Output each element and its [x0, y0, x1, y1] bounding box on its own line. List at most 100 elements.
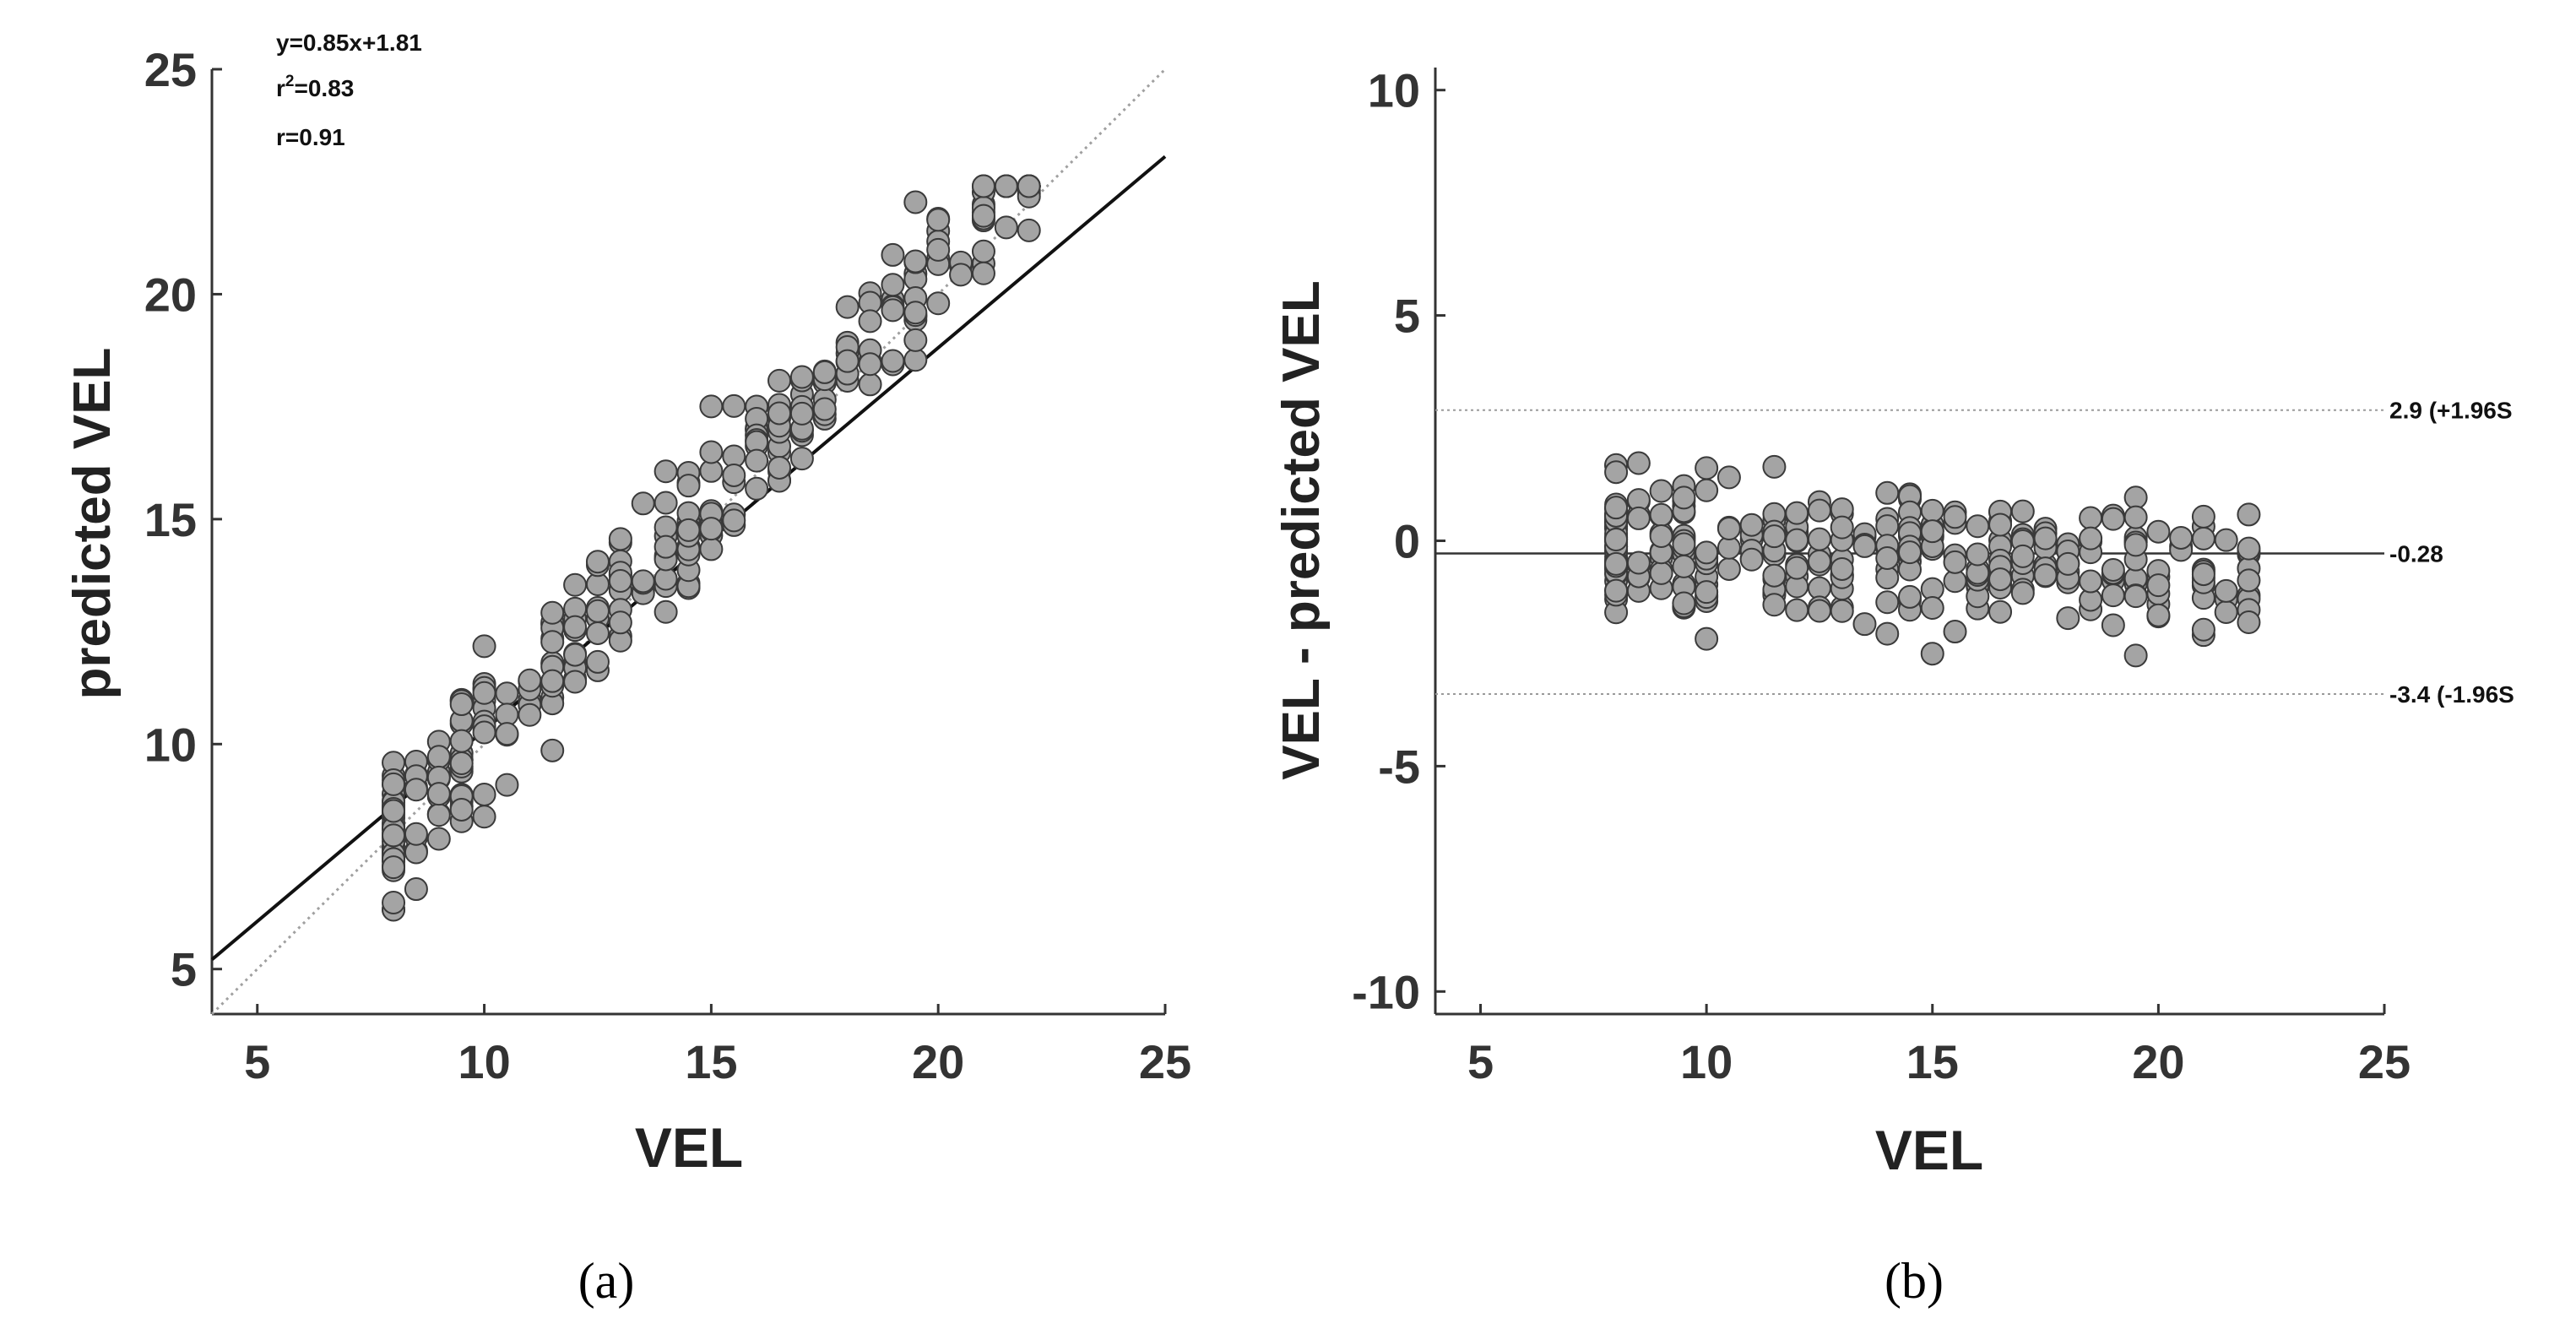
panel-b-y-tick-label: 0 [1394, 515, 1420, 568]
panel-a-point [789, 401, 814, 426]
panel-a-point [722, 463, 746, 487]
panel-a-point [382, 891, 406, 915]
panel-b-point [2010, 581, 2035, 605]
panel-b-point [1898, 540, 1922, 565]
panel-a-point [971, 174, 995, 198]
panel-b-x-tick-label: 25 [2358, 1035, 2411, 1088]
panel-a-point [881, 242, 905, 267]
panel-b-y-tick-label: -10 [1352, 965, 1420, 1018]
panel-b-point [2169, 525, 2194, 550]
panel-a-point [926, 208, 951, 232]
panel-b-point [1943, 620, 1967, 644]
panel-b-point [1695, 540, 1719, 565]
panel-a-point [382, 855, 406, 880]
panel-a-point [472, 782, 496, 806]
panel-b-point [1830, 556, 1854, 581]
panel-b-point [1649, 479, 1673, 503]
panel-b-point [2033, 526, 2058, 551]
panel-a-point [404, 877, 428, 902]
panel-a-point [563, 670, 588, 694]
panel-b-point [2214, 599, 2238, 624]
panel-b-point [1785, 528, 1809, 552]
panel-a-point [585, 550, 610, 574]
panel-a-y-tick-label: 5 [171, 943, 197, 996]
panel-a-point [789, 447, 814, 471]
panel-b-point [1762, 593, 1787, 617]
panel-b-point [1875, 621, 1900, 646]
panel-b-ticks: 5 10 15 20 25 10 5 0 -5 -10 [1352, 64, 2411, 1088]
panel-a-point [745, 476, 769, 501]
panel-b-point [1695, 478, 1719, 502]
panel-b-point [1920, 642, 1944, 666]
panel-b-point [2191, 617, 2215, 642]
panel-b-point [1626, 451, 1651, 475]
panel-a-points [382, 174, 1041, 922]
panel-a-y-tick-label: 25 [144, 43, 197, 96]
panel-b-y-tick-label: 10 [1368, 64, 1420, 117]
panel-a-point [631, 491, 655, 516]
panel-a-point [449, 797, 474, 822]
panel-b-point [2237, 610, 2261, 634]
panel-b-point [1762, 454, 1787, 479]
panel-b-point [2010, 499, 2035, 523]
panel-b-point [1785, 501, 1809, 525]
panel-b-point [2237, 536, 2261, 561]
panel-a-point [835, 295, 860, 319]
panel-a-point [881, 273, 905, 297]
r-squared: r2=0.83 [276, 73, 354, 101]
panel-a-caption: (a) [578, 1253, 635, 1309]
panel-a-point [767, 455, 792, 480]
panel-b-point [1920, 596, 1944, 621]
panel-a-point [495, 722, 519, 746]
panel-b-point [1830, 515, 1854, 540]
panel-b-point [2123, 584, 2148, 609]
panel-a-point [1017, 218, 1041, 242]
panel-a-point [653, 534, 678, 559]
panel-a-point [971, 239, 995, 263]
panel-b-point [2123, 643, 2148, 668]
panel-a-point [382, 823, 406, 848]
panel-b-point [1762, 524, 1787, 549]
panel-a-annotations: y=0.85x+1.81 r2=0.83 r=0.91 [276, 30, 422, 150]
panel-b-point [2056, 606, 2080, 631]
panel-a-point [812, 360, 837, 384]
lower-limit-label: -3.4 (-1.96S [2389, 681, 2514, 708]
panel-b-point [2191, 526, 2215, 551]
panel-a-point [426, 827, 451, 851]
panel-b-point [1649, 561, 1673, 585]
panel-b-point [1807, 599, 1831, 623]
panel-a-point [382, 772, 406, 796]
panel-a-y-tick-label: 10 [144, 718, 197, 771]
panel-b-point [1672, 591, 1696, 616]
panel-a-point [540, 738, 565, 762]
panel-b-point [1672, 532, 1696, 556]
panel-a-point [404, 778, 428, 802]
panel-a-bland-regression: 5 10 15 20 25 5 10 15 20 25 y=0.85x+1.81 r2=0.83 … [63, 30, 1191, 1309]
panel-a-point [881, 298, 905, 323]
panel-b-bland-altman: 5 10 15 20 25 10 5 0 -5 -10 2.9 (+1.96S -0.28 -3.… [1272, 64, 2514, 1309]
panel-a-point [653, 459, 678, 484]
panel-a-point [518, 668, 542, 692]
panel-b-point [1626, 551, 1651, 575]
panel-a-point [949, 263, 973, 287]
panel-a-point [608, 569, 632, 594]
panel-a-point [881, 349, 905, 373]
panel-a-y-tick-label: 15 [144, 493, 197, 546]
panel-a-point [472, 720, 496, 745]
panel-b-x-tick-label: 15 [1906, 1035, 1959, 1088]
correlation-r: r=0.91 [276, 124, 345, 150]
panel-b-point [2101, 583, 2125, 608]
panel-b-point [1695, 456, 1719, 480]
panel-a-point [472, 805, 496, 829]
panel-b-point [1875, 566, 1900, 590]
panel-b-point [1785, 556, 1809, 580]
panel-b-point [2101, 557, 2125, 582]
panel-a-point [518, 702, 542, 727]
panel-b-point [2146, 519, 2171, 544]
panel-b-point [2101, 613, 2125, 637]
panel-b-point [1875, 480, 1900, 505]
panel-b-y-tick-label: 5 [1394, 290, 1420, 343]
panel-b-point [1695, 626, 1719, 651]
panel-a-point [540, 600, 565, 625]
panel-a-point [722, 508, 746, 533]
